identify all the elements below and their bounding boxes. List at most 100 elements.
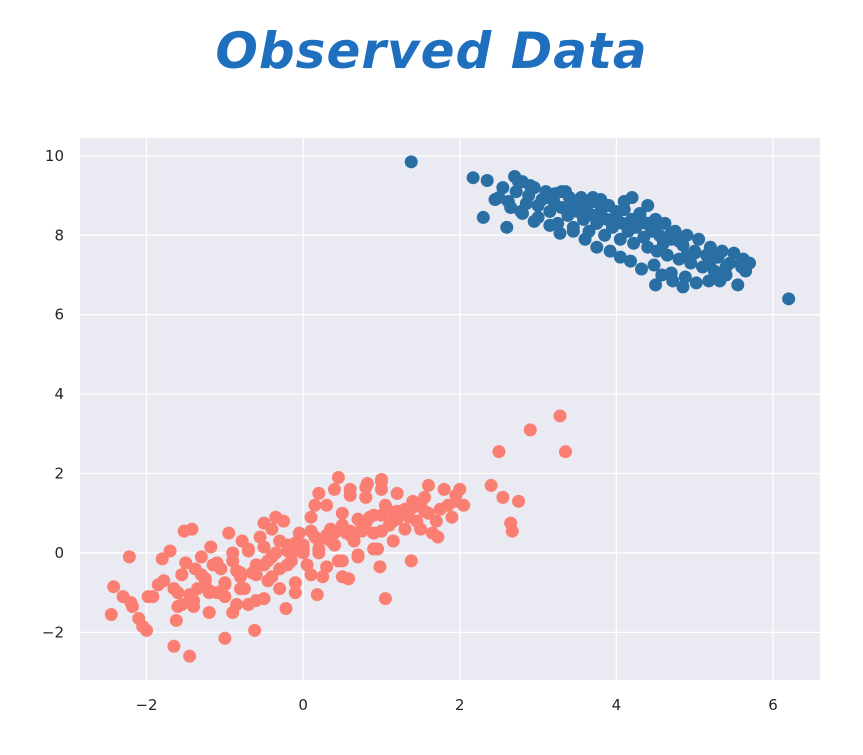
scatter-point xyxy=(386,514,400,528)
scatter-point xyxy=(634,262,648,276)
scatter-point xyxy=(515,206,529,220)
y-axis-ticks: −2 0 2 4 6 8 10 xyxy=(42,147,64,641)
scatter-point xyxy=(249,568,263,582)
scatter-point xyxy=(241,598,255,612)
scatter-point xyxy=(641,199,655,213)
scatter-point xyxy=(359,490,373,504)
scatter-point xyxy=(304,510,318,524)
scatter-point xyxy=(288,576,302,590)
scatter-point xyxy=(656,236,670,250)
scatter-point xyxy=(609,204,623,218)
scatter-point xyxy=(715,244,729,258)
scatter-point xyxy=(543,204,557,218)
y-tick-label: 8 xyxy=(54,226,64,244)
y-tick-label: 0 xyxy=(54,544,64,562)
scatter-point xyxy=(204,540,218,554)
scatter-point xyxy=(431,530,445,544)
scatter-point xyxy=(171,600,185,614)
scatter-point xyxy=(414,522,428,536)
scatter-point xyxy=(157,574,171,588)
scatter-point xyxy=(484,478,498,492)
scatter-point xyxy=(735,256,749,270)
scatter-point xyxy=(429,514,443,528)
scatter-point xyxy=(163,544,177,558)
scatter-point xyxy=(374,472,388,486)
scatter-point xyxy=(418,504,432,518)
scatter-point xyxy=(146,590,160,604)
scatter-point xyxy=(531,199,545,213)
scatter-point xyxy=(664,266,678,280)
scatter-point xyxy=(122,550,136,564)
scatter-point xyxy=(566,224,580,238)
scatter-point xyxy=(343,488,357,502)
chart-title: Observed Data xyxy=(215,22,648,80)
scatter-point xyxy=(169,613,183,627)
x-tick-label: 6 xyxy=(768,696,778,714)
scatter-point xyxy=(308,498,322,512)
scatter-point xyxy=(281,558,295,572)
scatter-point xyxy=(578,199,592,213)
scatter-point xyxy=(355,524,369,538)
scatter-point xyxy=(107,580,121,594)
scatter-point xyxy=(249,558,263,572)
scatter-point xyxy=(218,631,232,645)
scatter-point xyxy=(692,232,706,246)
scatter-point xyxy=(187,594,201,608)
scatter-point xyxy=(198,572,212,586)
scatter-point xyxy=(155,552,169,566)
scatter-point xyxy=(731,278,745,292)
scatter-point xyxy=(672,234,686,248)
scatter-point xyxy=(649,218,663,232)
scatter-point xyxy=(660,248,674,262)
scatter-point xyxy=(578,232,592,246)
scatter-point xyxy=(304,524,318,538)
scatter-point xyxy=(553,409,567,423)
scatter-point xyxy=(257,592,271,606)
scatter-point xyxy=(324,534,338,548)
scatter-point xyxy=(367,542,381,556)
x-tick-label: 0 xyxy=(298,696,308,714)
scatter-point xyxy=(590,240,604,254)
series-salmon-cluster xyxy=(104,409,573,663)
scatter-point xyxy=(218,576,232,590)
scatter-point xyxy=(312,486,326,500)
scatter-point xyxy=(505,524,519,538)
scatter-point xyxy=(504,200,518,214)
scatter-point xyxy=(500,220,514,234)
scatter-point xyxy=(703,240,717,254)
scatter-point xyxy=(512,175,526,189)
scatter-point xyxy=(647,258,661,272)
scatter-point xyxy=(512,494,526,508)
scatter-point xyxy=(480,173,494,187)
scatter-point xyxy=(167,582,181,596)
scatter-point xyxy=(175,568,189,582)
scatter-point xyxy=(300,558,314,572)
scatter-point xyxy=(374,482,388,496)
scatter-point xyxy=(296,538,310,552)
scatter-point xyxy=(386,534,400,548)
scatter-point xyxy=(782,292,796,306)
scatter-point xyxy=(445,510,459,524)
scatter-point xyxy=(492,191,506,205)
scatter-point xyxy=(179,556,193,570)
scatter-point xyxy=(202,605,216,619)
scatter-point xyxy=(476,210,490,224)
scatter-point xyxy=(627,236,641,250)
y-tick-label: 2 xyxy=(54,465,64,483)
scatter-point xyxy=(539,191,553,205)
scatter-point xyxy=(241,544,255,558)
scatter-point xyxy=(210,556,224,570)
scatter-point xyxy=(269,510,283,524)
scatter-point xyxy=(664,226,678,240)
series-blue-cluster xyxy=(404,155,796,306)
scatter-point xyxy=(257,540,271,554)
y-tick-label: 6 xyxy=(54,306,64,324)
scatter-point xyxy=(281,544,295,558)
y-tick-label: 10 xyxy=(45,147,64,165)
scatter-point xyxy=(625,191,639,205)
scatter-point xyxy=(689,276,703,290)
scatter-point xyxy=(449,494,463,508)
scatter-point xyxy=(629,220,643,234)
scatter-point xyxy=(104,607,118,621)
scatter-point xyxy=(360,476,374,490)
